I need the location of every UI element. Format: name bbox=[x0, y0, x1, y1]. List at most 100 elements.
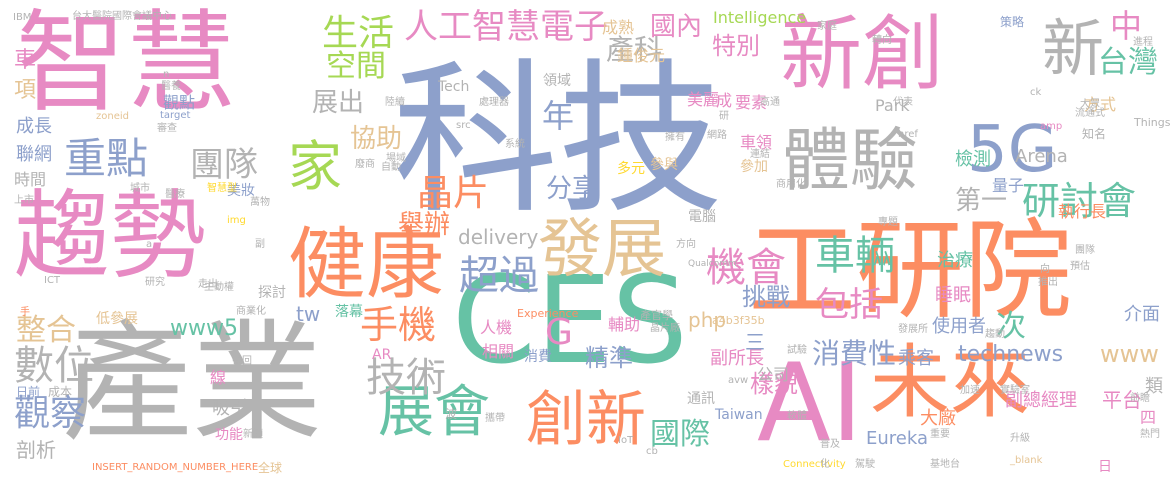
cloud-word: 人工智慧電子 bbox=[404, 7, 608, 47]
cloud-word: 基地台 bbox=[930, 459, 960, 470]
cloud-word: 包括 bbox=[815, 285, 883, 325]
cloud-word: 觀察 bbox=[14, 393, 87, 434]
cloud-word: delivery bbox=[458, 225, 539, 249]
cloud-word: 晶片 bbox=[417, 173, 490, 214]
cloud-word: 產官學 bbox=[640, 309, 673, 322]
cloud-word: 新 bbox=[1042, 12, 1105, 85]
cloud-word: 實驗室 bbox=[1000, 385, 1030, 396]
cloud-word: 智慧型 bbox=[207, 183, 237, 194]
cloud-word: Qualcomm bbox=[688, 259, 737, 269]
cloud-word: 團隊 bbox=[190, 145, 258, 185]
cloud-word: 副總經理 bbox=[1005, 390, 1077, 411]
cloud-word: 研究 bbox=[145, 277, 165, 288]
cloud-word: 展會 bbox=[378, 380, 490, 445]
cloud-word: 技術 bbox=[366, 355, 446, 401]
cloud-word: 波 bbox=[445, 407, 458, 421]
cloud-word: 成長 bbox=[16, 116, 52, 137]
cloud-word: 軟體 bbox=[787, 411, 807, 422]
cloud-word: 鍾俊元 bbox=[617, 46, 666, 65]
cloud-word: 車 bbox=[14, 48, 37, 73]
cloud-word: target bbox=[160, 110, 191, 121]
cloud-word: 科技 bbox=[393, 44, 723, 236]
cloud-word: 知名 bbox=[1082, 127, 1107, 141]
cloud-word: 剖析 bbox=[16, 438, 56, 462]
cloud-word: 消費 bbox=[524, 349, 552, 365]
cloud-word: Eureka bbox=[866, 428, 928, 449]
cloud-word: href bbox=[898, 129, 918, 140]
cloud-word: 展出 bbox=[312, 88, 365, 118]
cloud-word: IBM bbox=[13, 12, 32, 23]
cloud-word: 自動 bbox=[381, 162, 401, 173]
cloud-word: 醫養 bbox=[161, 81, 181, 92]
cloud-word: ck bbox=[1030, 87, 1042, 98]
cloud-word: 台灣 bbox=[1098, 45, 1158, 80]
cloud-word: 醫療 bbox=[165, 189, 185, 200]
cloud-word: 多元 bbox=[617, 161, 645, 177]
cloud-word: 大眾 bbox=[1080, 99, 1100, 110]
cloud-word: 代表 bbox=[893, 97, 913, 108]
cloud-word: img bbox=[227, 215, 246, 226]
cloud-word: 趨勢 bbox=[14, 180, 206, 292]
cloud-word: 萬物 bbox=[250, 197, 270, 208]
cloud-word: AI bbox=[757, 341, 863, 466]
cloud-word: 空間 bbox=[326, 49, 386, 84]
cloud-word: 研討會 bbox=[1022, 179, 1137, 223]
cloud-word: 分享 bbox=[546, 174, 599, 204]
cloud-word: 前瞻 bbox=[1130, 393, 1150, 404]
cloud-word: ICT bbox=[44, 275, 61, 286]
cloud-word: 走出 bbox=[198, 279, 218, 290]
cloud-word: 平台 bbox=[1102, 388, 1142, 412]
cloud-word: 發展 bbox=[538, 213, 666, 287]
cloud-word: 上市 bbox=[14, 195, 34, 206]
cloud-word: 攜帶 bbox=[485, 413, 505, 424]
cloud-word: 睡眠 bbox=[935, 285, 971, 306]
cloud-word: zoneid bbox=[96, 111, 129, 122]
cloud-word: 成 bbox=[716, 91, 733, 110]
cloud-word: 特別 bbox=[712, 32, 760, 60]
cloud-word: 檢測 bbox=[955, 149, 991, 170]
cloud-word: 車領 bbox=[740, 133, 773, 152]
cloud-word: 公司 bbox=[757, 365, 790, 384]
cloud-word: 體驗 bbox=[782, 122, 919, 201]
cloud-word: _blank bbox=[1010, 455, 1043, 466]
cloud-word: 普及 bbox=[820, 439, 840, 450]
cloud-word: 功能 bbox=[215, 427, 243, 443]
cloud-word: 試驗 bbox=[787, 345, 807, 356]
cloud-word: 手機 bbox=[360, 303, 437, 347]
cloud-word: 美麗 bbox=[687, 90, 720, 109]
cloud-word: 超過 bbox=[459, 253, 539, 299]
cloud-word: 消費性 bbox=[812, 337, 897, 370]
cloud-word: Experience bbox=[517, 307, 579, 320]
cloud-word: 晶片廠 bbox=[650, 323, 680, 334]
cloud-word: 生活 bbox=[322, 13, 395, 54]
cloud-word: a bbox=[146, 239, 153, 250]
cloud-word: 專題 bbox=[878, 217, 898, 228]
cloud-word: 輔助 bbox=[608, 315, 641, 334]
cloud-word: www5 bbox=[170, 316, 238, 341]
cloud-word: php bbox=[688, 308, 727, 332]
cloud-word: 日前 bbox=[16, 385, 41, 399]
cloud-word: n bbox=[163, 69, 170, 80]
cloud-word: 帶回 bbox=[232, 356, 252, 367]
cloud-word: 城市 bbox=[130, 183, 150, 194]
cloud-word: 吸引 bbox=[212, 398, 248, 419]
cloud-word: 處理器 bbox=[479, 97, 509, 108]
cloud-word: 駕駛 bbox=[855, 459, 875, 470]
cloud-word: 重要 bbox=[930, 429, 950, 440]
cloud-word: 創新 bbox=[526, 385, 646, 455]
cloud-word: 探討 bbox=[258, 285, 286, 301]
cloud-word: 網路 bbox=[707, 130, 727, 141]
cloud-word: 舉辦 bbox=[398, 210, 451, 240]
cloud-word: 挑戰 bbox=[742, 283, 790, 311]
cloud-word: 通訊 bbox=[687, 391, 715, 407]
cloud-word: 電腦 bbox=[688, 209, 716, 225]
cloud-word: 類 bbox=[1145, 376, 1163, 397]
cloud-word: avw bbox=[728, 375, 749, 386]
cloud-word: 時間 bbox=[14, 170, 47, 189]
cloud-word: 商業化 bbox=[236, 306, 266, 317]
cloud-word: Connectivity bbox=[783, 459, 846, 470]
cloud-word: 流通式 bbox=[1075, 108, 1105, 119]
cloud-word: 健康 bbox=[288, 220, 445, 310]
cloud-word: AR bbox=[372, 347, 392, 363]
cloud-word: 商用化 bbox=[776, 179, 806, 190]
